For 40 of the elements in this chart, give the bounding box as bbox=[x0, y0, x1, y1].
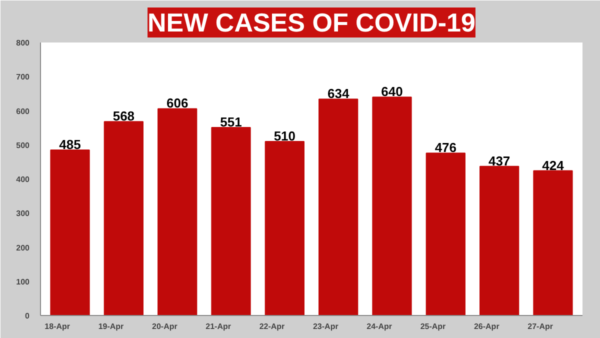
y-tick-label: 100 bbox=[16, 277, 30, 286]
bar bbox=[372, 96, 412, 316]
y-tick-label: 0 bbox=[25, 312, 30, 320]
data-label: 634 bbox=[327, 86, 350, 102]
bar bbox=[426, 152, 466, 316]
y-tick-label: 700 bbox=[16, 72, 30, 82]
data-label: 551 bbox=[220, 114, 242, 130]
bar bbox=[264, 140, 304, 316]
data-label: 510 bbox=[274, 128, 296, 144]
data-label: 606 bbox=[166, 96, 188, 111]
x-tick-label: 26-Apr bbox=[474, 322, 500, 331]
x-tick-label: 21-Apr bbox=[206, 322, 232, 331]
x-tick-label: 25-Apr bbox=[420, 322, 446, 331]
chart-title: NEW CASES OF COVID-19 bbox=[148, 8, 476, 38]
y-tick-label: 200 bbox=[16, 243, 30, 252]
bar bbox=[104, 121, 144, 316]
x-tick-label: 20-Apr bbox=[152, 322, 178, 331]
x-tick-label: 19-Apr bbox=[98, 322, 124, 331]
data-label: 568 bbox=[112, 108, 135, 124]
bar bbox=[211, 126, 251, 316]
x-tick-label: 23-Apr bbox=[312, 322, 338, 331]
data-label: 476 bbox=[434, 140, 457, 156]
bar bbox=[50, 149, 90, 316]
data-label: 485 bbox=[59, 136, 81, 152]
x-tick-label: 18-Apr bbox=[44, 322, 70, 331]
bar bbox=[318, 98, 358, 316]
y-tick-label: 500 bbox=[16, 140, 30, 150]
y-tick-label: 600 bbox=[16, 106, 30, 116]
y-tick-label: 400 bbox=[16, 175, 30, 184]
x-tick-label: 24-Apr bbox=[366, 322, 392, 331]
data-label: 424 bbox=[542, 158, 565, 173]
data-label: 437 bbox=[488, 153, 510, 168]
x-tick-label: 22-Apr bbox=[259, 322, 285, 331]
bar bbox=[480, 166, 520, 316]
data-label: 640 bbox=[381, 84, 403, 100]
bar bbox=[158, 108, 198, 316]
y-tick-label: 800 bbox=[16, 38, 30, 48]
y-tick-label: 300 bbox=[16, 209, 30, 218]
x-tick-label: 27-Apr bbox=[528, 322, 553, 331]
bar bbox=[533, 170, 573, 316]
